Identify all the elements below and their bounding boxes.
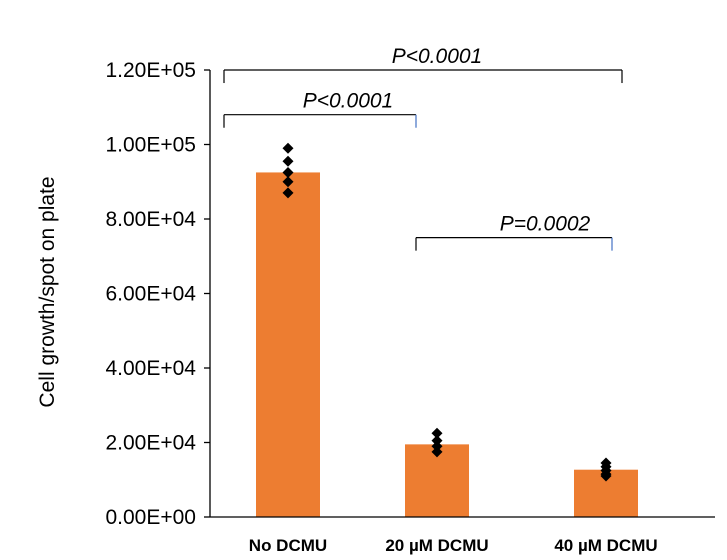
p-value-label: P<0.0001 bbox=[392, 45, 483, 68]
y-axis-label: Cell growth/spot on plate bbox=[36, 176, 59, 407]
data-points bbox=[282, 142, 612, 482]
y-tick-label: 8.00E+04 bbox=[105, 208, 196, 231]
x-axis: No DCMU 20 µM DCMU 40 µM DCMU bbox=[210, 516, 715, 555]
x-tick-label: No DCMU bbox=[249, 536, 327, 555]
bar bbox=[256, 172, 320, 517]
y-tick-label: 0.00E+00 bbox=[105, 506, 196, 529]
data-point bbox=[282, 176, 294, 188]
p-value-label: P<0.0001 bbox=[303, 90, 394, 113]
data-point bbox=[282, 155, 294, 167]
data-point bbox=[431, 446, 443, 458]
y-tick-label: 1.00E+05 bbox=[105, 134, 196, 157]
y-tick-label: 6.00E+04 bbox=[105, 283, 196, 306]
x-tick-label: 40 µM DCMU bbox=[554, 536, 657, 555]
bars bbox=[256, 172, 638, 517]
data-point bbox=[282, 187, 294, 199]
p-value-label: P=0.0002 bbox=[500, 213, 591, 236]
data-point bbox=[431, 427, 443, 439]
data-point bbox=[282, 166, 294, 178]
y-tick-label: 4.00E+04 bbox=[105, 357, 196, 380]
x-tick-label: 20 µM DCMU bbox=[385, 536, 488, 555]
y-tick-label: 1.20E+05 bbox=[105, 59, 196, 82]
y-axis: 0.00E+00 2.00E+04 4.00E+04 6.00E+04 8.00E+04… bbox=[105, 59, 211, 529]
y-tick-label: 2.00E+04 bbox=[105, 432, 196, 455]
significance-brackets: P<0.0001 P<0.0001 P=0.0002 bbox=[223, 45, 623, 251]
data-point bbox=[431, 435, 443, 447]
data-point bbox=[600, 470, 612, 482]
data-point bbox=[431, 440, 443, 452]
data-point bbox=[282, 142, 294, 154]
